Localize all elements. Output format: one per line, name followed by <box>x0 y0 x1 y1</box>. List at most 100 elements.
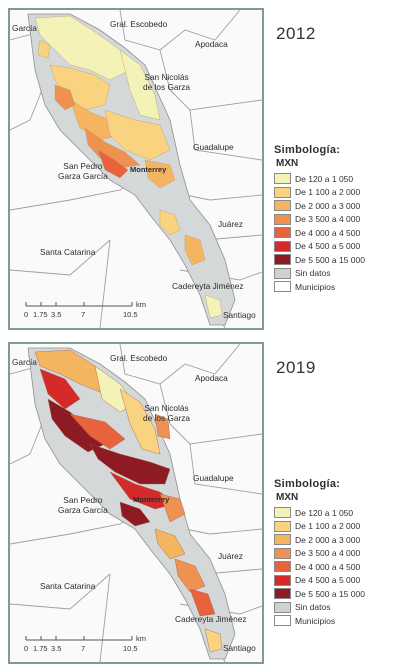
scale-tick-label: 10.5 <box>123 644 138 653</box>
scale-bar-graphic <box>25 636 133 641</box>
legend-item: Municipios <box>274 280 402 294</box>
scale-unit: km <box>136 300 146 309</box>
legend-swatch <box>274 213 291 225</box>
legend-item: De 3 500 a 4 000 <box>274 547 402 561</box>
legend-label: Sin datos <box>295 268 331 279</box>
legend-item: De 4 000 a 4 500 <box>274 560 402 574</box>
legend-swatch <box>274 200 291 212</box>
legend-unit: MXN <box>276 492 299 503</box>
scale-tick-label: 0 <box>24 644 29 653</box>
legend-title: Simbología: <box>274 478 341 490</box>
scale-tick-label: 7 <box>81 310 86 319</box>
legend-swatch <box>274 507 291 519</box>
legend-swatch <box>274 601 291 613</box>
legend-label: De 1 100 a 2 000 <box>295 521 361 532</box>
legend-label: Municipios <box>295 615 336 626</box>
municipality-label-san-pedro: San Pedro Garza García <box>58 161 108 181</box>
map-frame: García Gral. Escobedo Apodaca San Nicolá… <box>8 8 264 330</box>
legend-item: De 120 a 1 050 <box>274 172 402 186</box>
municipality-label-santiago: Santiago <box>223 643 256 653</box>
legend-label: De 120 a 1 050 <box>295 507 354 518</box>
legend-swatch <box>274 173 291 185</box>
municipality-label-monterrey: Monterrey <box>130 165 167 174</box>
scale-tick-label: 7 <box>81 644 86 653</box>
legend-label: De 3 500 a 4 000 <box>295 214 361 225</box>
legend-swatch <box>274 240 291 252</box>
legend-swatch <box>274 534 291 546</box>
legend-item: De 1 100 a 2 000 <box>274 520 402 534</box>
municipality-label-san-pedro: San Pedro Garza García <box>58 495 108 515</box>
price-zones <box>34 349 223 653</box>
legend-item: De 4 500 a 5 000 <box>274 574 402 588</box>
map-year: 2019 <box>276 358 316 377</box>
municipality-label-cadereyta: Cadereyta Jiménez <box>172 281 244 291</box>
legend-swatch <box>274 520 291 532</box>
municipality-label-santa-catarina: Santa Catarina <box>40 247 96 257</box>
legend-swatch <box>274 615 291 627</box>
municipality-label-santa-catarina: Santa Catarina <box>40 581 96 591</box>
legend-label: De 3 500 a 4 000 <box>295 548 361 559</box>
legend-label: De 4 000 a 4 500 <box>295 561 361 572</box>
municipality-label-san-nicolas: San Nicolás de los Garza <box>143 403 191 423</box>
legend-swatch <box>274 574 291 586</box>
legend-swatch <box>274 186 291 198</box>
scale-tick-label: 3.5 <box>51 310 62 319</box>
legend-swatch <box>274 267 291 279</box>
scale-tick-label: 1.75 <box>33 644 48 653</box>
map-frame: García Gral. Escobedo Apodaca San Nicolá… <box>8 342 264 664</box>
price-zones <box>34 15 223 319</box>
legend-swatch <box>274 227 291 239</box>
legend-label: Sin datos <box>295 602 331 613</box>
municipal-map <box>10 344 262 662</box>
legend: Simbología: MXN De 120 a 1 050 De 1 100 … <box>274 144 402 294</box>
map-panel-2019: García Gral. Escobedo Apodaca San Nicolá… <box>0 334 403 667</box>
legend-item: De 1 100 a 2 000 <box>274 186 402 200</box>
legend: Simbología: MXN De 120 a 1 050 De 1 100 … <box>274 478 402 628</box>
municipality-label-apodaca: Apodaca <box>195 39 228 49</box>
municipality-label-monterrey: Monterrey <box>133 495 170 504</box>
municipality-label-san-nicolas: San Nicolás de los Garza <box>143 72 191 92</box>
municipality-label-guadalupe: Guadalupe <box>193 142 234 152</box>
legend-item: Sin datos <box>274 601 402 615</box>
legend-label: De 4 500 a 5 000 <box>295 575 361 586</box>
legend-item: De 5 500 a 15 000 <box>274 587 402 601</box>
municipality-label-garcia: García <box>12 23 37 33</box>
legend-title: Simbología: <box>274 144 341 156</box>
legend-label: De 4 000 a 4 500 <box>295 227 361 238</box>
legend-label: Municipios <box>295 281 336 292</box>
scale-tick-label: 10.5 <box>123 310 138 319</box>
legend-item: De 3 500 a 4 000 <box>274 213 402 227</box>
scale-tick-label: 1.75 <box>33 310 48 319</box>
scale-unit: km <box>136 634 146 643</box>
legend-label: De 5 500 a 15 000 <box>295 254 365 265</box>
municipal-map <box>10 10 262 328</box>
legend-item: De 120 a 1 050 <box>274 506 402 520</box>
municipality-label-escobedo: Gral. Escobedo <box>110 19 168 29</box>
legend-label: De 120 a 1 050 <box>295 173 354 184</box>
municipality-label-juarez: Juárez <box>218 219 243 229</box>
map-panel-2012: García Gral. Escobedo Apodaca San Nicolá… <box>0 0 403 333</box>
scale-tick-label: 3.5 <box>51 644 62 653</box>
map-year: 2012 <box>276 24 316 43</box>
legend-swatch <box>274 561 291 573</box>
legend-unit: MXN <box>276 158 299 169</box>
municipality-label-guadalupe: Guadalupe <box>193 473 234 483</box>
legend-swatch <box>274 588 291 600</box>
municipality-label-juarez: Juárez <box>218 551 243 561</box>
legend-label: De 5 500 a 15 000 <box>295 588 365 599</box>
legend-label: De 1 100 a 2 000 <box>295 187 361 198</box>
legend-item: Sin datos <box>274 267 402 281</box>
legend-swatch <box>274 547 291 559</box>
legend-item: De 2 000 a 3 000 <box>274 199 402 213</box>
legend-item: De 4 500 a 5 000 <box>274 240 402 254</box>
legend-item: Municipios <box>274 614 402 628</box>
legend-label: De 2 000 a 3 000 <box>295 200 361 211</box>
scale-bar: 0 1.75 3.5 7 10.5 km <box>24 632 154 662</box>
scale-bar-graphic <box>25 302 133 307</box>
legend-swatch <box>274 281 291 293</box>
legend-swatch <box>274 254 291 266</box>
legend-label: De 2 000 a 3 000 <box>295 534 361 545</box>
municipality-label-apodaca: Apodaca <box>195 373 228 383</box>
municipality-label-santiago: Santiago <box>223 310 256 320</box>
scale-bar: 0 1.75 3.5 7 10.5 km <box>24 298 154 328</box>
